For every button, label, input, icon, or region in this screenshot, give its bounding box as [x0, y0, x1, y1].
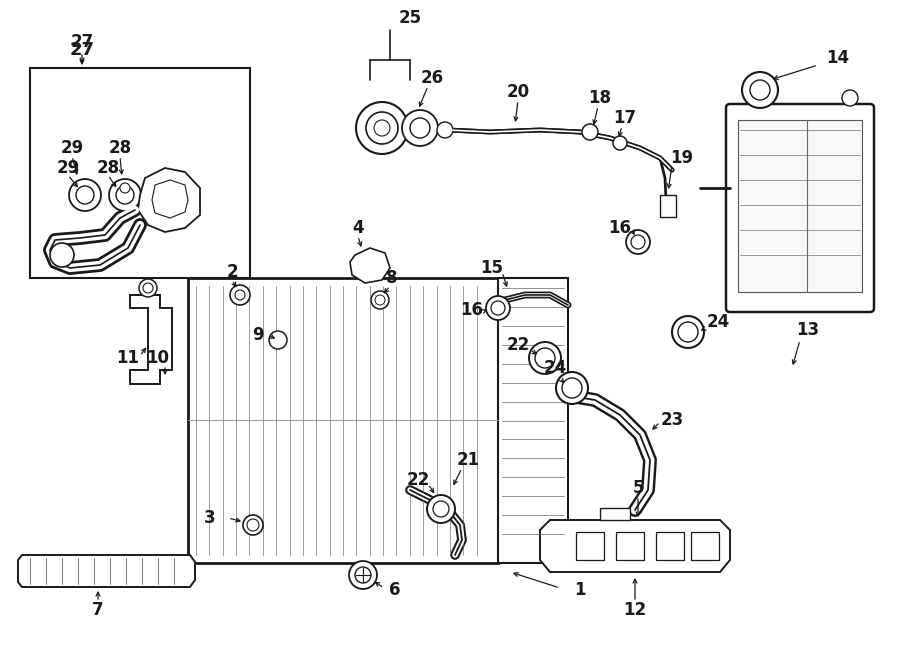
Polygon shape — [130, 295, 172, 384]
Text: 21: 21 — [456, 451, 480, 469]
Text: 9: 9 — [252, 326, 264, 344]
Polygon shape — [152, 180, 188, 218]
Circle shape — [109, 179, 141, 211]
Bar — [600, 508, 630, 520]
Polygon shape — [540, 520, 730, 572]
Circle shape — [230, 285, 250, 305]
Text: 1: 1 — [574, 581, 586, 599]
Bar — [660, 195, 676, 217]
Text: 2: 2 — [226, 263, 238, 281]
Circle shape — [529, 342, 561, 374]
Circle shape — [139, 279, 157, 297]
Text: 23: 23 — [661, 411, 684, 429]
Bar — [30, 68, 250, 278]
Text: 3: 3 — [204, 509, 216, 527]
Polygon shape — [138, 168, 200, 232]
Circle shape — [486, 296, 510, 320]
Bar — [188, 278, 498, 563]
Circle shape — [349, 561, 377, 589]
Text: 14: 14 — [826, 49, 850, 67]
Circle shape — [556, 372, 588, 404]
Circle shape — [750, 80, 770, 100]
Text: 22: 22 — [507, 336, 529, 354]
Text: 11: 11 — [116, 349, 140, 367]
Circle shape — [120, 183, 130, 193]
Text: 6: 6 — [389, 581, 400, 599]
Bar — [691, 532, 719, 560]
Text: 12: 12 — [624, 601, 646, 619]
Text: 28: 28 — [96, 159, 120, 177]
Circle shape — [535, 348, 555, 368]
Circle shape — [672, 316, 704, 348]
Circle shape — [742, 72, 778, 108]
Circle shape — [562, 378, 582, 398]
Circle shape — [247, 519, 259, 531]
Text: 28: 28 — [108, 139, 131, 157]
Text: 18: 18 — [589, 89, 611, 107]
Circle shape — [235, 290, 245, 300]
Circle shape — [269, 331, 287, 349]
Bar — [616, 532, 644, 560]
FancyBboxPatch shape — [726, 104, 874, 312]
Text: 16: 16 — [608, 219, 632, 237]
Text: 25: 25 — [399, 9, 421, 27]
Circle shape — [355, 567, 371, 583]
Text: 7: 7 — [92, 601, 104, 619]
Bar — [498, 278, 568, 563]
Text: 26: 26 — [420, 69, 444, 87]
Circle shape — [433, 501, 449, 517]
Circle shape — [491, 301, 505, 315]
Circle shape — [437, 122, 453, 138]
Circle shape — [243, 515, 263, 535]
Text: 22: 22 — [407, 471, 429, 489]
Circle shape — [69, 179, 101, 211]
Text: 10: 10 — [147, 349, 169, 367]
Text: 27: 27 — [69, 41, 94, 59]
Circle shape — [375, 295, 385, 305]
Circle shape — [626, 230, 650, 254]
Bar — [656, 532, 684, 560]
Text: 17: 17 — [614, 109, 636, 127]
Circle shape — [678, 322, 698, 342]
Circle shape — [410, 118, 430, 138]
Polygon shape — [350, 248, 390, 283]
Text: 20: 20 — [507, 83, 529, 101]
Circle shape — [402, 110, 438, 146]
Polygon shape — [18, 555, 195, 587]
Text: 16: 16 — [461, 301, 483, 319]
Text: 29: 29 — [60, 139, 84, 157]
Circle shape — [50, 243, 74, 267]
Circle shape — [427, 495, 455, 523]
Bar — [738, 120, 862, 292]
Circle shape — [76, 186, 94, 204]
Text: 4: 4 — [352, 219, 364, 237]
Circle shape — [631, 235, 645, 249]
Text: 13: 13 — [796, 321, 820, 339]
Text: 24: 24 — [544, 359, 567, 377]
Circle shape — [613, 136, 627, 150]
Text: 8: 8 — [386, 269, 398, 287]
Circle shape — [116, 186, 134, 204]
Circle shape — [371, 291, 389, 309]
Text: 27: 27 — [70, 33, 94, 51]
Circle shape — [842, 90, 858, 106]
Circle shape — [356, 102, 408, 154]
Bar — [576, 532, 604, 560]
Circle shape — [366, 112, 398, 144]
Circle shape — [374, 120, 390, 136]
Text: 29: 29 — [57, 159, 79, 177]
Text: 19: 19 — [670, 149, 694, 167]
Text: 24: 24 — [706, 313, 730, 331]
Circle shape — [582, 124, 598, 140]
Circle shape — [143, 283, 153, 293]
Text: 15: 15 — [481, 259, 503, 277]
Text: 5: 5 — [632, 479, 644, 497]
